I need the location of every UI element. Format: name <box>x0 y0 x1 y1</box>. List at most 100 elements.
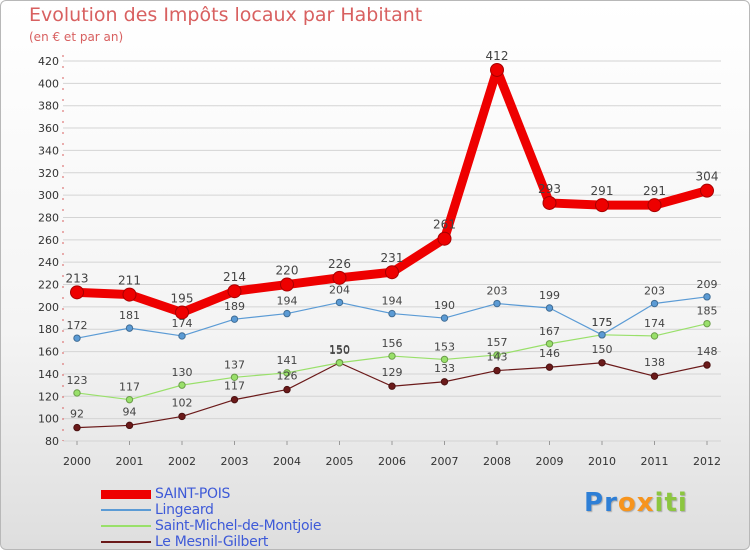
y-tick-label: 220 <box>38 279 59 292</box>
data-label: 304 <box>696 170 719 184</box>
data-label: 174 <box>172 317 193 330</box>
data-label: 133 <box>434 362 455 375</box>
logo-letter: P <box>584 488 605 518</box>
legend-item-saint-pois: SAINT-POIS <box>101 486 321 502</box>
data-point <box>230 395 239 404</box>
data-label: 102 <box>172 396 193 409</box>
x-tick-label: 2007 <box>431 455 459 468</box>
legend-item-lingeard: Lingeard <box>101 502 321 518</box>
data-label: 150 <box>329 344 350 357</box>
data-label: 220 <box>276 264 299 278</box>
data-point <box>230 315 239 323</box>
data-label: 199 <box>539 289 560 302</box>
data-point <box>650 332 659 340</box>
y-tick-label: 160 <box>38 346 59 359</box>
x-tick-label: 2000 <box>63 455 91 468</box>
y-tick-label: 180 <box>38 323 59 336</box>
data-label: 412 <box>486 49 509 63</box>
data-point <box>178 332 186 340</box>
data-point <box>388 382 396 390</box>
data-label: 189 <box>224 300 245 313</box>
y-tick-label: 80 <box>45 435 59 448</box>
x-tick-label: 2009 <box>536 455 564 468</box>
data-label: 203 <box>644 285 665 298</box>
data-point <box>280 277 294 292</box>
data-point <box>388 352 396 360</box>
data-point <box>335 359 344 367</box>
data-label: 150 <box>329 343 350 356</box>
data-point <box>388 309 396 318</box>
data-point <box>332 270 347 285</box>
data-point <box>122 287 137 302</box>
data-point <box>703 293 711 301</box>
logo-letter: o <box>617 488 637 518</box>
y-tick-label: 320 <box>38 167 59 180</box>
data-point <box>440 355 449 364</box>
data-point <box>385 265 399 280</box>
legend-swatch-lingeard <box>101 509 151 511</box>
proxiti-logo: Proxiti <box>584 488 688 518</box>
chart-subtitle: (en € et par an) <box>29 30 124 44</box>
y-tick-label: 420 <box>38 55 59 68</box>
legend-swatch-saint-pois <box>101 489 151 499</box>
data-label: 117 <box>224 380 245 393</box>
data-label: 141 <box>277 354 298 367</box>
data-label: 291 <box>591 184 614 198</box>
data-label: 123 <box>67 374 88 387</box>
data-point <box>283 309 291 318</box>
data-point <box>178 412 186 421</box>
data-label: 209 <box>697 278 718 291</box>
y-tick-label: 240 <box>38 256 59 269</box>
data-point <box>703 319 711 328</box>
legend: SAINT-POIS Lingeard Saint-Michel-de-Mont… <box>101 486 321 550</box>
data-point <box>125 324 134 332</box>
data-label: 226 <box>328 257 351 271</box>
legend-swatch-saint-michel-de-montjoie <box>101 525 151 527</box>
data-point <box>700 183 714 198</box>
data-point <box>70 285 84 300</box>
data-label: 167 <box>539 325 560 338</box>
data-point <box>283 385 291 394</box>
data-point <box>595 198 609 213</box>
data-point <box>493 366 501 375</box>
legend-label-saint-pois: SAINT-POIS <box>155 486 231 502</box>
y-tick-label: 100 <box>38 413 59 426</box>
data-label: 213 <box>66 271 89 285</box>
data-label: 157 <box>487 336 508 349</box>
data-point <box>493 351 501 359</box>
y-tick-label: 200 <box>38 301 59 314</box>
logo-letter: x <box>636 488 655 518</box>
data-point <box>650 372 659 380</box>
x-tick-label: 2008 <box>483 455 511 468</box>
y-tick-label: 140 <box>38 368 59 381</box>
data-label: 211 <box>118 274 141 288</box>
logo-letter: i <box>654 488 665 518</box>
data-point <box>73 334 81 342</box>
data-label: 172 <box>67 319 88 332</box>
x-tick-label: 2004 <box>273 455 301 468</box>
data-point <box>650 299 659 308</box>
data-label: 143 <box>487 351 508 364</box>
y-tick-label: 300 <box>38 189 59 202</box>
data-label: 291 <box>643 184 666 198</box>
legend-item-le-mesnil-gilbert: Le Mesnil-Gilbert <box>101 534 321 550</box>
data-label: 153 <box>434 340 455 353</box>
data-point <box>125 395 134 404</box>
data-label: 174 <box>644 317 665 330</box>
data-point <box>73 423 81 432</box>
legend-label-le-mesnil-gilbert: Le Mesnil-Gilbert <box>155 534 269 550</box>
data-label: 129 <box>382 366 403 379</box>
data-label: 195 <box>171 291 194 305</box>
data-point <box>598 359 606 367</box>
x-tick-label: 2003 <box>221 455 249 468</box>
data-label: 175 <box>592 316 613 329</box>
data-label: 117 <box>119 381 140 394</box>
data-point <box>73 389 81 397</box>
y-tick-label: 280 <box>38 211 59 224</box>
data-point <box>598 331 606 339</box>
data-label: 293 <box>538 182 561 196</box>
y-tick-label: 340 <box>38 144 59 157</box>
data-point <box>490 62 504 77</box>
x-tick-label: 2012 <box>693 455 721 468</box>
data-label: 181 <box>119 309 140 322</box>
